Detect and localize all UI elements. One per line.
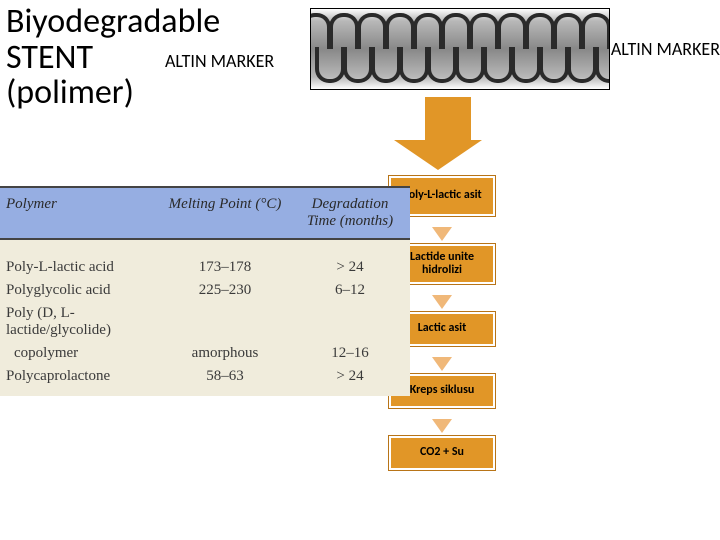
- title-line-1: Biyodegradable: [6, 4, 220, 40]
- table-row: Poly (D, L-lactide/glycolide): [0, 302, 410, 342]
- table-row: Poly-L-lactic acid 173–178 > 24: [0, 256, 410, 279]
- cell: copolymer: [0, 342, 160, 365]
- cell: 173–178: [160, 256, 290, 279]
- cell: Poly-L-lactic acid: [0, 256, 160, 279]
- cell: 58–63: [160, 365, 290, 388]
- table-row: Polycaprolactone 58–63 > 24: [0, 365, 410, 388]
- cell: [290, 302, 410, 342]
- cell: [160, 302, 290, 342]
- cell: Poly (D, L-lactide/glycolide): [0, 302, 160, 342]
- cell: 225–230: [160, 279, 290, 302]
- cell: 6–12: [290, 279, 410, 302]
- marker-label-left: ALTIN MARKER: [165, 50, 274, 72]
- flow-step-5: CO2 + Su: [389, 436, 495, 470]
- flow-arrow-icon: [432, 357, 452, 371]
- table-body: Poly-L-lactic acid 173–178 > 24 Polyglyc…: [0, 240, 410, 396]
- title-line-3: (polimer): [6, 75, 220, 111]
- cell: > 24: [290, 256, 410, 279]
- cell: > 24: [290, 365, 410, 388]
- marker-label-right: ALTIN MARKER: [611, 38, 720, 60]
- polymer-table: Polymer Melting Point (°C) Degradation T…: [0, 186, 410, 396]
- stent-photo: [310, 8, 610, 90]
- flow-arrow-icon: [432, 227, 452, 241]
- cell: Polyglycolic acid: [0, 279, 160, 302]
- col-degradation: Degradation Time (months): [290, 188, 410, 238]
- cell: Polycaprolactone: [0, 365, 160, 388]
- flow-arrow-icon: [432, 419, 452, 433]
- table-header: Polymer Melting Point (°C) Degradation T…: [0, 186, 410, 240]
- cell: 12–16: [290, 342, 410, 365]
- col-polymer: Polymer: [0, 188, 160, 238]
- cell: amorphous: [160, 342, 290, 365]
- table-row: Polyglycolic acid 225–230 6–12: [0, 279, 410, 302]
- flow-arrow-icon: [432, 295, 452, 309]
- col-melting: Melting Point (°C): [160, 188, 290, 238]
- table-row: copolymer amorphous 12–16: [0, 342, 410, 365]
- big-down-arrow-icon: [414, 96, 482, 170]
